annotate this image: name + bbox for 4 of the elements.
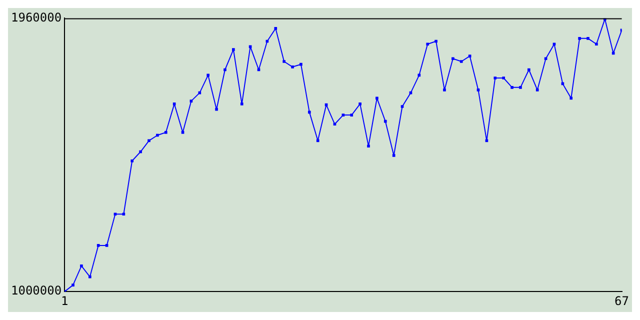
x-tick-label: 1 — [60, 294, 68, 308]
y-tick-label: 1960000 — [10, 10, 62, 24]
x-tick-label: 67 — [614, 294, 629, 308]
y-tick-label: 1000000 — [10, 284, 62, 298]
